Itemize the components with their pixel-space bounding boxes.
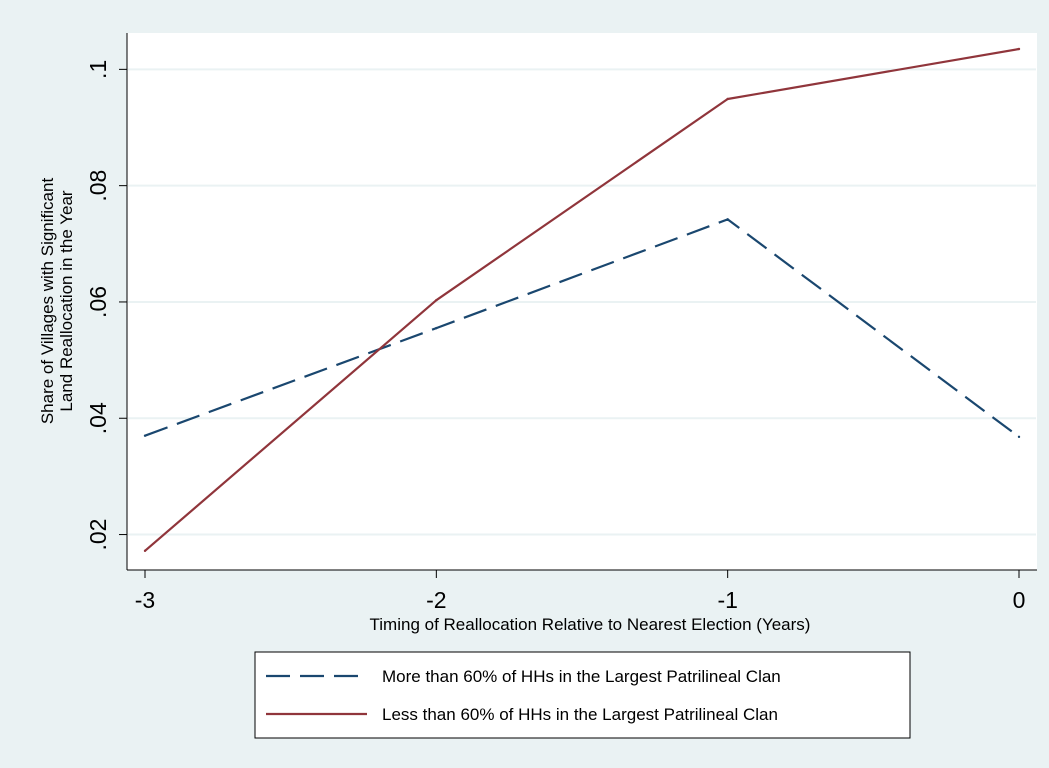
- x-tick-label: -1: [717, 587, 737, 613]
- series-line-1: [144, 218, 1020, 438]
- y-ticks: .02 .04 .06 .08 .1: [85, 60, 127, 551]
- legend: More than 60% of HHs in the Largest Patr…: [254, 651, 911, 739]
- series-1-point: [143, 434, 147, 437]
- y-tick-label: .04: [85, 402, 111, 434]
- legend-label-series-2: Less than 60% of HHs in the Largest Patr…: [382, 705, 778, 724]
- y-tick-label: .06: [85, 286, 111, 318]
- x-ticks: -3 -2 -1 0: [135, 570, 1026, 613]
- y-tick-label: .1: [85, 60, 111, 79]
- series-1-point: [435, 326, 438, 330]
- y-tick-label: .02: [85, 519, 111, 551]
- gridlines: [128, 68, 1036, 536]
- y-tick-label: .08: [85, 170, 111, 202]
- series-2-point: [435, 299, 438, 302]
- legend-box: [254, 651, 911, 739]
- y-axis-title-line-2: Land Reallocation in the Year: [57, 190, 76, 412]
- series-2-point: [143, 549, 147, 553]
- series-lines: [143, 47, 1021, 553]
- series-1-point: [726, 218, 729, 221]
- x-axis-title: Timing of Reallocation Relative to Neare…: [370, 615, 811, 634]
- series-2-point: [1017, 47, 1021, 51]
- series-1-point: [1017, 435, 1021, 439]
- series-line-2: [144, 47, 1020, 552]
- x-tick-label: -2: [426, 587, 446, 613]
- x-tick-label: 0: [1013, 587, 1026, 613]
- legend-label-series-1: More than 60% of HHs in the Largest Patr…: [382, 667, 781, 686]
- x-tick-label: -3: [135, 587, 155, 613]
- y-axis-title-line-1: Share of Villages with Significant: [38, 178, 57, 425]
- series-2-point: [726, 97, 729, 101]
